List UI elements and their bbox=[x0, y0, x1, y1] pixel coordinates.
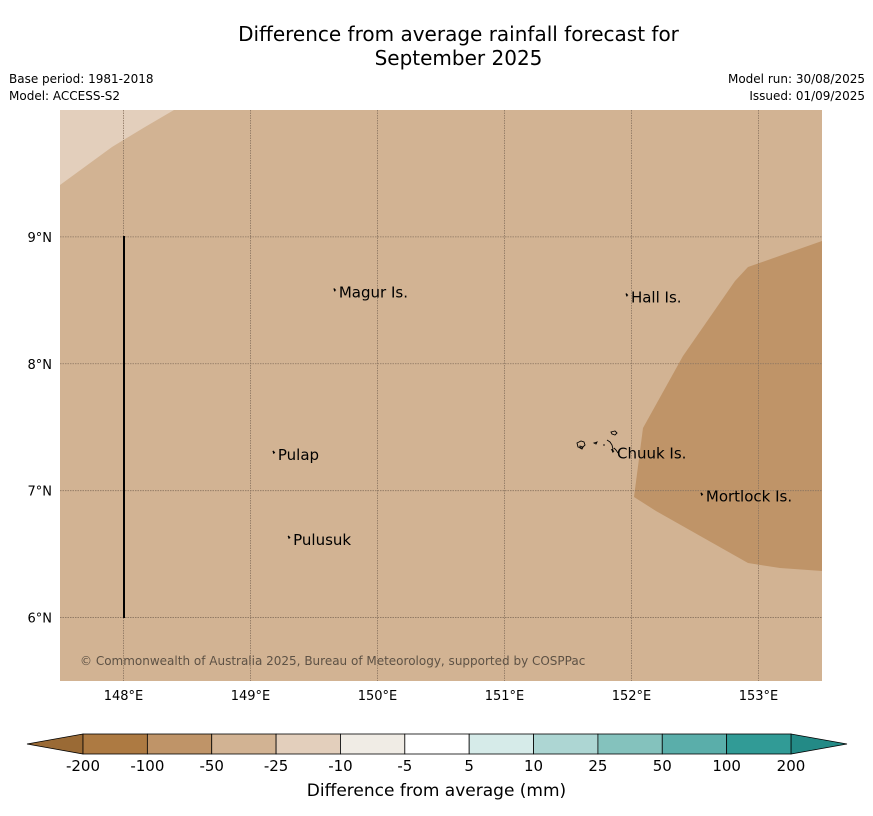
colorbar-label: Difference from average (mm) bbox=[306, 781, 567, 801]
colorbar-swatch bbox=[275, 733, 341, 755]
colorbar-tick-label: 50 bbox=[653, 757, 672, 775]
dark-region-right bbox=[634, 241, 822, 571]
colorbar-tick-label: 100 bbox=[712, 757, 741, 775]
axis-tick-labels: 148°E 149°E 150°E 151°E 152°E 153°E 6°N 7°N 8°N 9… bbox=[28, 231, 779, 704]
colorbar-swatch bbox=[726, 733, 792, 755]
lon-tick-label: 153°E bbox=[739, 689, 779, 704]
place-label: Magur Is. bbox=[339, 283, 408, 301]
colorbar-tick-label: 5 bbox=[464, 757, 474, 775]
colorbar-swatch bbox=[211, 733, 277, 755]
colorbar-tick-label: 25 bbox=[588, 757, 607, 775]
base-period: Base period: 1981-2018 bbox=[9, 72, 154, 86]
place-label: Hall Is. bbox=[631, 289, 682, 307]
chuuk-atoll-outline bbox=[576, 430, 619, 454]
island-marker bbox=[625, 293, 629, 297]
island-marker bbox=[333, 288, 337, 292]
meta-right: Model run: 30/08/2025 Issued: 01/09/2025 bbox=[728, 71, 865, 105]
colorbar-tick-label: 200 bbox=[777, 757, 806, 775]
lat-tick-label: 7°N bbox=[28, 485, 53, 500]
issued-date: Issued: 01/09/2025 bbox=[749, 89, 865, 103]
copyright-notice: © Commonwealth of Australia 2025, Bureau… bbox=[80, 654, 585, 668]
colorbar-tick-label: -200 bbox=[66, 757, 100, 775]
colorbar-tick-label: -5 bbox=[397, 757, 412, 775]
title-line-1: Difference from average rainfall forecas… bbox=[238, 22, 679, 46]
lon-tick-label: 151°E bbox=[485, 689, 525, 704]
lat-tick-label: 6°N bbox=[28, 612, 53, 627]
light-region-top-left bbox=[60, 110, 174, 185]
colorbar-tick-label: 10 bbox=[524, 757, 543, 775]
colorbar: -200 -100 -50 -25 -10 -5 5 10 25 50 100 200 bbox=[26, 733, 848, 775]
island-marker bbox=[611, 449, 615, 453]
colorbar-swatch bbox=[597, 733, 663, 755]
island-marker bbox=[700, 492, 704, 496]
map-title: Difference from average rainfall forecas… bbox=[0, 22, 873, 70]
lat-tick-label: 8°N bbox=[28, 358, 53, 373]
colorbar-swatch bbox=[661, 733, 728, 755]
place-label: Mortlock Is. bbox=[706, 488, 792, 506]
colorbar-swatch bbox=[146, 733, 213, 755]
title-line-2: September 2025 bbox=[374, 46, 543, 70]
model-name: Model: ACCESS-S2 bbox=[9, 89, 121, 103]
lon-tick-label: 152°E bbox=[612, 689, 652, 704]
colorbar-swatch bbox=[533, 733, 599, 755]
colorbar-swatch bbox=[468, 733, 534, 755]
colorbar-tick-label: -50 bbox=[199, 757, 224, 775]
lon-tick-label: 149°E bbox=[231, 689, 271, 704]
island-marker bbox=[287, 535, 291, 540]
colorbar-swatch bbox=[404, 733, 470, 755]
island-marker bbox=[272, 450, 276, 455]
place-label: Pulusuk bbox=[293, 531, 351, 549]
colorbar-under-arrow bbox=[26, 733, 84, 755]
colorbar-swatch bbox=[82, 733, 148, 755]
colorbar-swatch bbox=[340, 733, 406, 755]
place-label: Chuuk Is. bbox=[617, 445, 686, 463]
lon-tick-label: 148°E bbox=[104, 689, 144, 704]
meta-left: Base period: 1981-2018 Model: ACCESS-S2 bbox=[9, 71, 154, 105]
lat-tick-label: 9°N bbox=[28, 231, 53, 246]
colorbar-over-arrow bbox=[790, 733, 848, 755]
colorbar-tick-label: -25 bbox=[264, 757, 289, 775]
colorbar-tick-label: -10 bbox=[328, 757, 353, 775]
colorbar-tick-label: -100 bbox=[130, 757, 164, 775]
place-label: Pulap bbox=[278, 446, 319, 464]
place-labels: Magur Is. Hall Is. Pulap Chuuk Is. Mortlock … bbox=[272, 283, 792, 549]
model-run: Model run: 30/08/2025 bbox=[727, 72, 865, 86]
lon-tick-label: 150°E bbox=[358, 689, 398, 704]
